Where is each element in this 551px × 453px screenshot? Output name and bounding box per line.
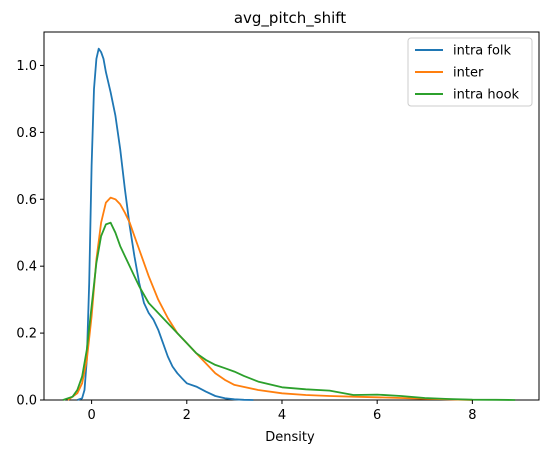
x-tick-label: 4: [278, 408, 286, 423]
y-tick-label: 0.0: [16, 394, 37, 409]
legend-label: inter: [453, 66, 484, 81]
y-tick-label: 0.4: [16, 260, 37, 275]
y-tick-label: 0.2: [16, 327, 37, 342]
y-tick-label: 1.0: [16, 59, 37, 74]
x-tick-label: 6: [373, 408, 381, 423]
legend-box: [407, 37, 533, 107]
plot-area: [43, 31, 540, 401]
legend: intra folk inter intra hook: [407, 37, 533, 107]
legend-label: intra folk: [453, 44, 512, 59]
series-line-inter: [67, 196, 473, 401]
series-line-intra-hook: [62, 221, 516, 401]
x-tick-label: 0: [87, 408, 95, 423]
legend-label: intra hook: [453, 88, 520, 103]
x-axis-ticks: 0 2 4 6 8: [87, 400, 477, 423]
x-axis-label: Density: [265, 430, 315, 445]
series-layer: [62, 47, 516, 401]
x-tick-label: 8: [468, 408, 476, 423]
series-line-intra-folk: [76, 47, 254, 401]
plot-frame: [43, 31, 540, 401]
y-axis-ticks: 0.0 0.2 0.4 0.6 0.8 1.0: [16, 59, 44, 409]
x-tick-label: 2: [183, 408, 191, 423]
y-tick-label: 0.8: [16, 126, 37, 141]
chart-title: avg_pitch_shift: [234, 9, 346, 28]
y-tick-label: 0.6: [16, 193, 37, 208]
